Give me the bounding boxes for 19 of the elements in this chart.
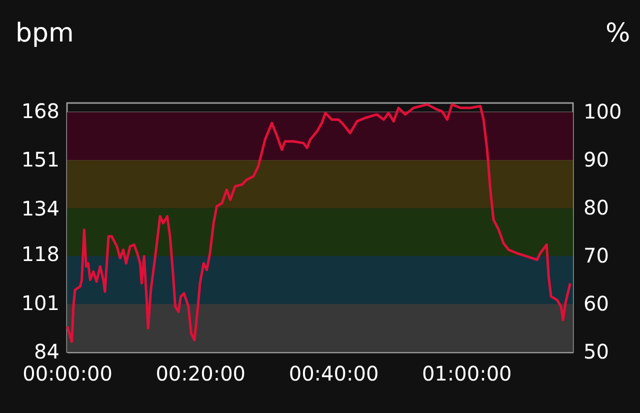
y2-tick-label: 50 [584, 340, 609, 364]
y2-tick-label: 90 [584, 148, 609, 172]
line-series [66, 103, 572, 343]
y2-tick-label: 80 [584, 196, 609, 220]
y-tick-label: 168 [21, 99, 60, 124]
y2-tick-label: 100 [584, 100, 622, 124]
x-tick-label: 00:00:00 [22, 362, 112, 386]
y-tick-label: 134 [21, 196, 60, 220]
y-axis-title: bpm [16, 18, 74, 48]
y-tick-label: 84 [34, 340, 60, 364]
y2-tick-label: 60 [584, 292, 609, 316]
y-tick-label: 118 [21, 242, 60, 266]
x-tick-label: 00:20:00 [156, 362, 246, 386]
x-tick-label: 00:40:00 [288, 362, 379, 386]
x-tick-label: 01:00:00 [422, 362, 512, 386]
y2-axis-title: % [606, 18, 630, 48]
y-tick-label: 101 [21, 290, 60, 315]
y-tick-label: 151 [21, 148, 60, 172]
y2-tick-label: 70 [584, 244, 609, 268]
